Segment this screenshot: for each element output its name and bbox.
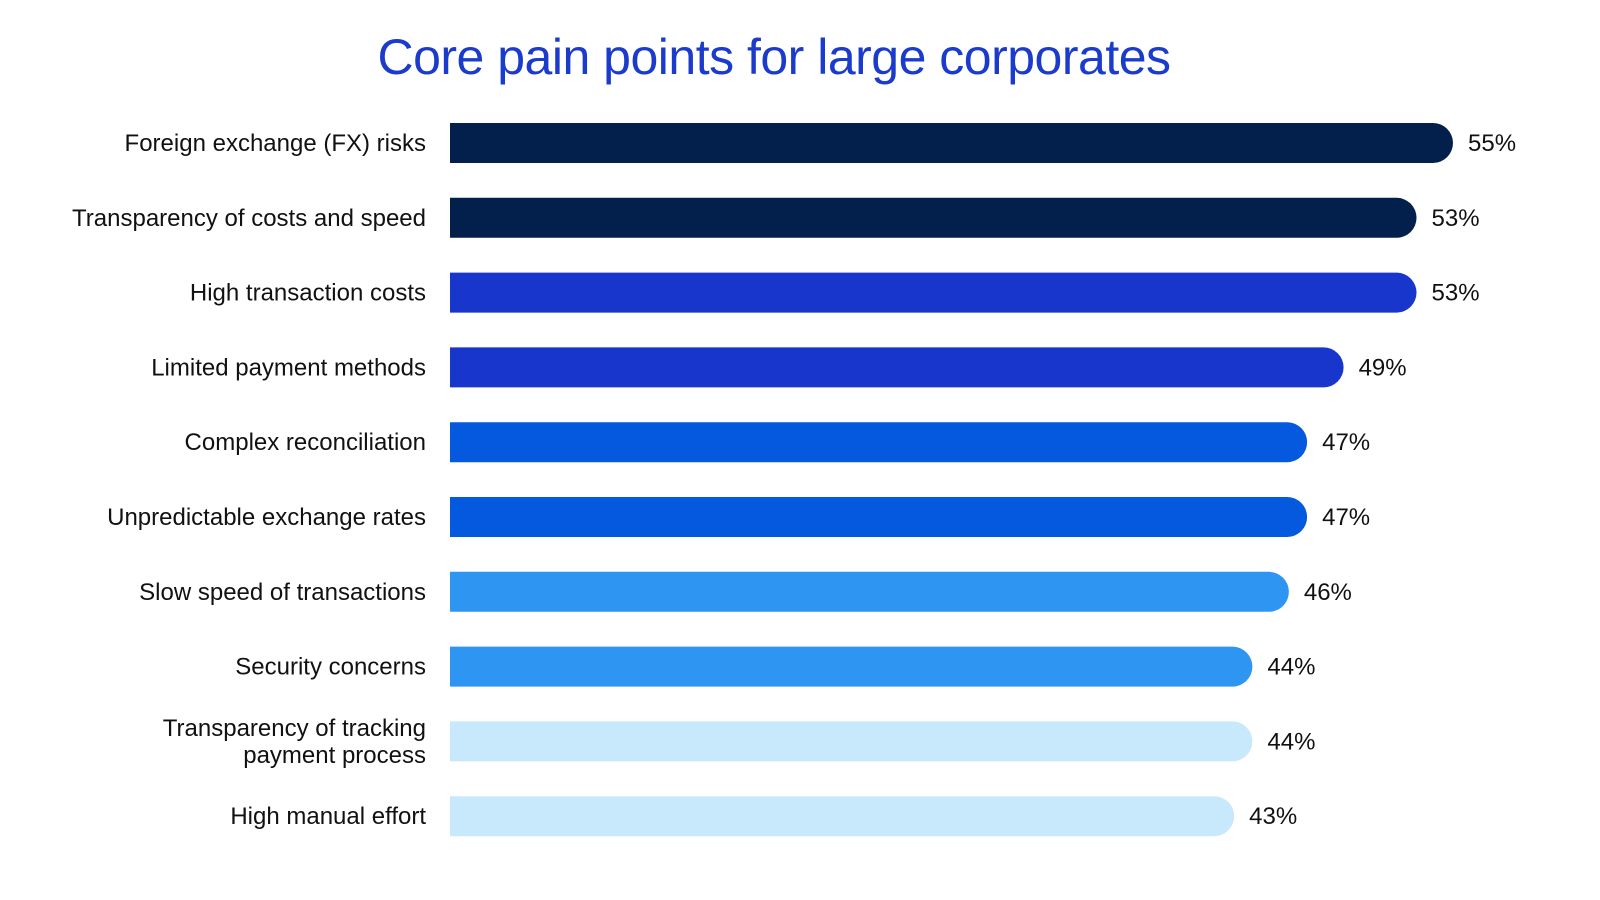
category-label: Security concerns [235,654,426,681]
data-label: 55% [1468,130,1516,157]
category-label: Complex reconciliation [185,429,426,456]
bar [450,272,1417,313]
data-label: 49% [1359,354,1407,381]
data-label: 46% [1304,579,1352,606]
bar [450,422,1308,463]
category-label: Limited payment methods [151,354,426,381]
data-label: 44% [1267,654,1315,681]
category-label: High manual effort [230,803,426,830]
category-label: Transparency of tracking [163,715,426,742]
data-label: 47% [1322,504,1370,531]
category-label: Slow speed of transactions [139,579,426,606]
category-label: Transparency of costs and speed [72,205,426,232]
chart-title: Core pain points for large corporates [377,29,1171,85]
bar [450,571,1289,612]
bar [450,721,1253,762]
data-label: 53% [1432,205,1480,232]
category-label: Foreign exchange (FX) risks [125,130,426,157]
category-label: Unpredictable exchange rates [107,504,426,531]
data-label: 44% [1267,728,1315,755]
category-label: payment process [243,742,426,769]
data-label: 47% [1322,429,1370,456]
bar [450,197,1417,238]
data-label: 43% [1249,803,1297,830]
data-label: 53% [1432,280,1480,307]
bar [450,796,1235,837]
bar [450,646,1253,687]
bar [450,347,1344,388]
category-label: High transaction costs [190,280,426,307]
bar [450,123,1453,163]
bar [450,497,1308,537]
